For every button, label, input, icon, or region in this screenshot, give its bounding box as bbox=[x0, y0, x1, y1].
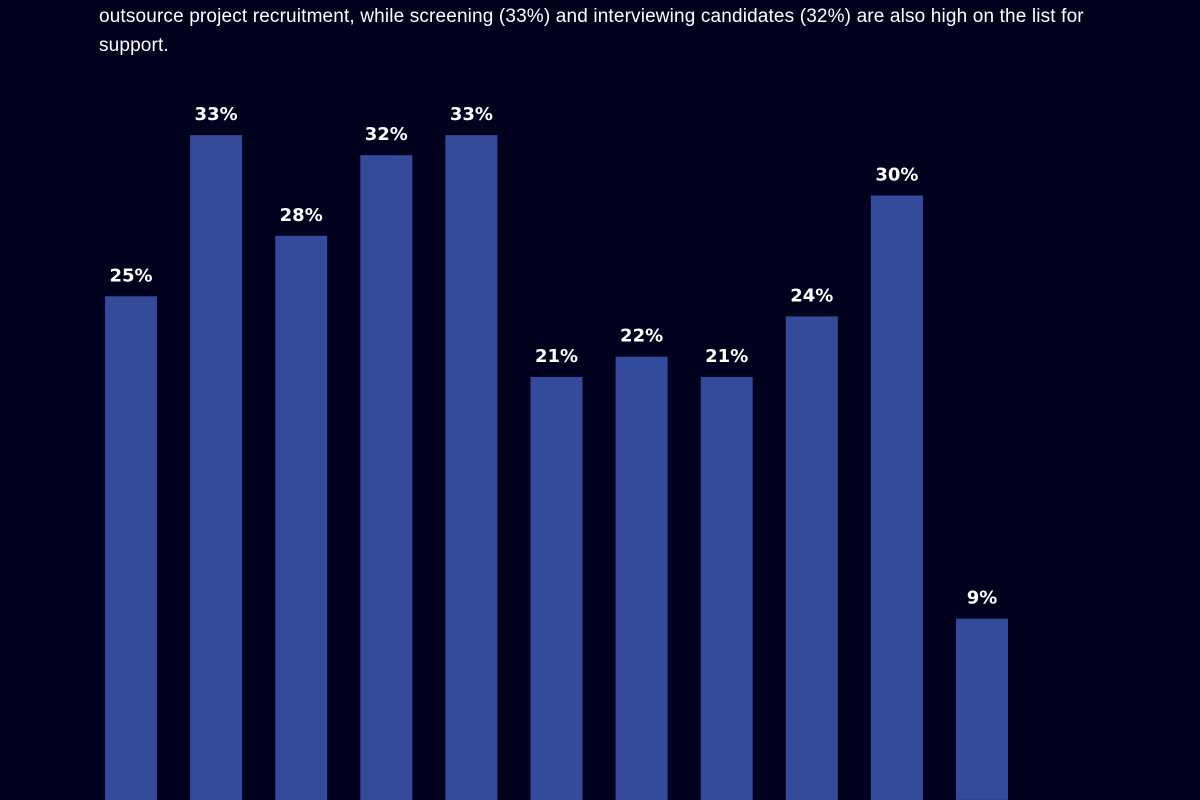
bar-label-3: 28% bbox=[280, 205, 323, 226]
bar-label-8: 21% bbox=[705, 346, 748, 367]
bar-6 bbox=[530, 376, 583, 800]
bar-label-9: 24% bbox=[790, 285, 833, 306]
bar-2 bbox=[190, 135, 243, 800]
bar-1 bbox=[105, 296, 157, 800]
bar-11 bbox=[956, 618, 1008, 800]
bar-label-7: 22% bbox=[620, 326, 663, 347]
intro-text: outsource project recruitment, while scr… bbox=[99, 6, 1084, 56]
bar-9 bbox=[785, 316, 838, 800]
bar-8 bbox=[700, 376, 753, 800]
bar-label-10: 30% bbox=[875, 165, 918, 186]
bar-label-1: 25% bbox=[109, 265, 152, 286]
bar-3 bbox=[275, 235, 328, 800]
bar-4 bbox=[360, 155, 413, 800]
bar-10 bbox=[870, 195, 923, 800]
bar-label-5: 33% bbox=[450, 104, 493, 125]
bar-7 bbox=[615, 356, 668, 800]
bar-label-11: 9% bbox=[967, 588, 998, 609]
bar-label-4: 32% bbox=[365, 124, 408, 145]
bar-label-6: 21% bbox=[535, 346, 578, 367]
bar-label-2: 33% bbox=[195, 104, 238, 125]
bar-5 bbox=[445, 135, 498, 800]
